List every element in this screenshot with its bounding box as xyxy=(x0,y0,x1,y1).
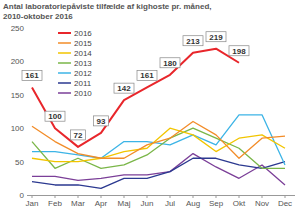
x-tick-label: Apr xyxy=(95,199,108,208)
x-tick-label: Sep xyxy=(209,199,224,208)
x-tick-label: Maj xyxy=(118,199,131,208)
legend-swatch xyxy=(58,92,71,94)
x-tick xyxy=(124,195,125,198)
x-tick xyxy=(239,195,240,198)
data-label: 161 xyxy=(25,71,39,80)
series-line xyxy=(32,128,285,168)
data-label-box xyxy=(22,70,42,80)
legend-swatch xyxy=(58,52,71,54)
data-label-box xyxy=(183,36,203,46)
chart: 0 50 100 150 200 250 Jan Feb Mar Apr Maj Jun Jul Aug S… xyxy=(0,0,300,213)
y-tick-label: 50 xyxy=(15,158,24,167)
y-tick-label: 250 xyxy=(11,24,25,33)
data-label-box xyxy=(94,116,109,126)
legend-swatch xyxy=(58,82,71,84)
legend-label: 2014 xyxy=(74,49,92,58)
data-label-box xyxy=(229,46,249,56)
x-tick-label: Okt xyxy=(233,199,246,208)
series-line xyxy=(32,128,285,161)
legend-label: 2015 xyxy=(74,39,92,48)
x-tick xyxy=(170,195,171,198)
legend: 2016201520142013201220112010 xyxy=(58,29,92,98)
data-label-box xyxy=(160,58,180,68)
data-label: 180 xyxy=(163,59,177,68)
legend-label: 2013 xyxy=(74,59,92,68)
data-label-box xyxy=(114,83,134,93)
x-tick xyxy=(55,195,56,198)
data-label-box xyxy=(45,111,65,121)
x-tick xyxy=(285,195,286,198)
series-line xyxy=(32,158,285,188)
chart-title: Antal laboratoriepåviste tilfælde af kig… xyxy=(3,2,218,22)
x-tick-label: Aug xyxy=(186,199,200,208)
x-tick xyxy=(32,195,33,198)
x-tick-label: Mar xyxy=(71,199,85,208)
x-tick-label: Jun xyxy=(141,199,154,208)
legend-swatch xyxy=(58,72,71,74)
data-label: 161 xyxy=(140,71,154,80)
x-tick xyxy=(101,195,102,198)
legend-label: 2011 xyxy=(74,79,92,88)
data-label: 100 xyxy=(48,112,62,121)
legend-label: 2012 xyxy=(74,69,92,78)
legend-swatch xyxy=(58,42,71,44)
x-tick xyxy=(78,195,79,198)
y-tick-label: 100 xyxy=(11,124,25,133)
legend-swatch xyxy=(58,62,71,64)
data-label: 219 xyxy=(209,33,223,42)
y-tick-label: 0 xyxy=(20,191,25,200)
x-tick-label: Dec xyxy=(278,199,292,208)
x-tick-label: Feb xyxy=(48,199,62,208)
x-axis xyxy=(27,195,295,196)
x-tick xyxy=(262,195,263,198)
x-tick xyxy=(193,195,194,198)
series-line xyxy=(32,154,285,185)
x-tick xyxy=(147,195,148,198)
x-tick-label: Jan xyxy=(26,199,39,208)
y-tick-label: 150 xyxy=(11,91,25,100)
series-line xyxy=(32,49,239,147)
legend-label: 2010 xyxy=(74,89,92,98)
data-label-box xyxy=(71,130,86,140)
data-label: 142 xyxy=(117,84,131,93)
y-tick-label: 200 xyxy=(11,57,25,66)
x-tick-label: Nov xyxy=(255,199,269,208)
data-label: 198 xyxy=(232,47,246,56)
data-label: 213 xyxy=(186,37,200,46)
data-label: 93 xyxy=(97,117,106,126)
x-tick-label: Jul xyxy=(165,199,175,208)
data-label-box xyxy=(206,32,226,42)
legend-swatch xyxy=(58,32,71,34)
data-label-box xyxy=(137,70,157,80)
x-tick xyxy=(216,195,217,198)
data-label: 72 xyxy=(74,131,83,140)
legend-label: 2016 xyxy=(74,29,92,38)
